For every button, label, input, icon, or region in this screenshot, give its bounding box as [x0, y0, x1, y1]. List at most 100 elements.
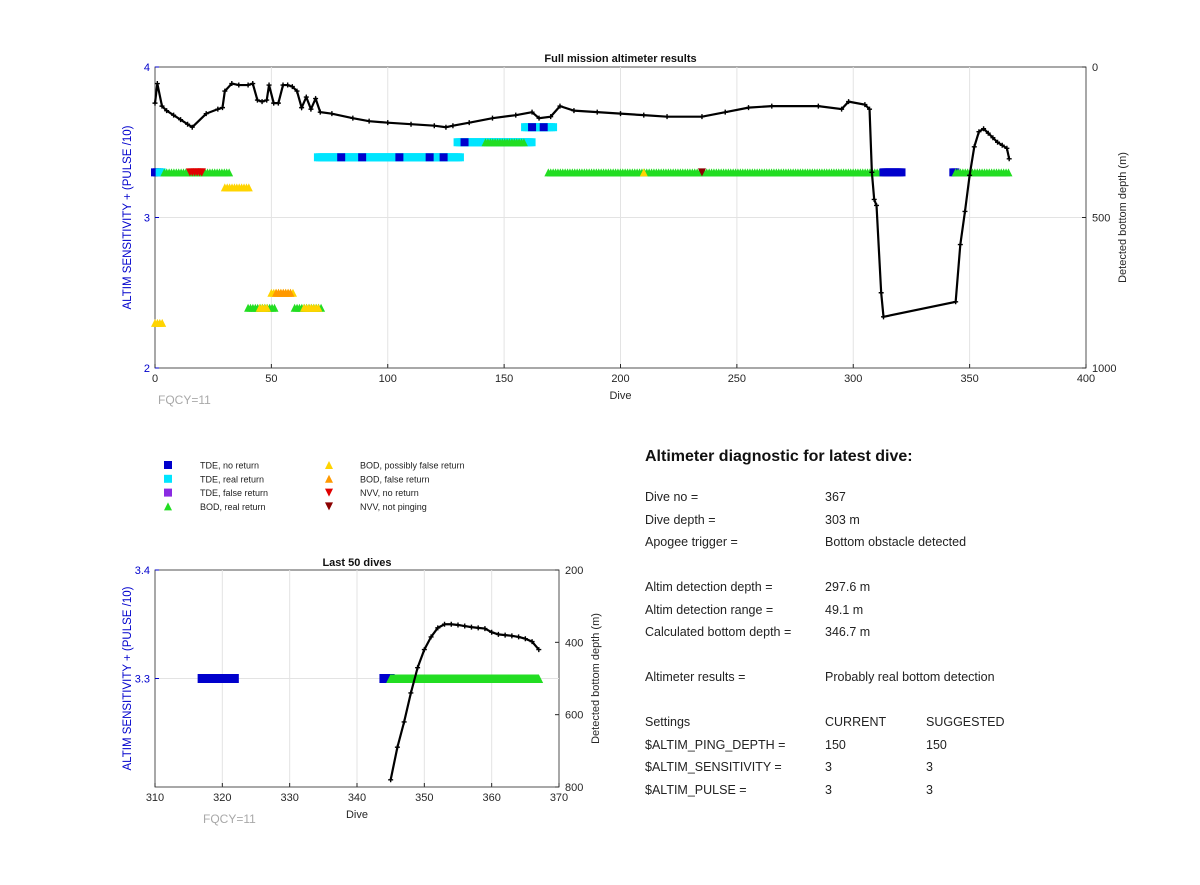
legend-label: BOD, possibly false return [360, 461, 465, 471]
depth-point [1006, 156, 1012, 162]
dive-depth-label: Dive depth = [645, 512, 716, 527]
depth-point [450, 123, 456, 129]
x-tick-label: 350 [415, 792, 433, 804]
marker-bod_possibly_false [158, 318, 167, 327]
legend: TDE, no return TDE, real return TDE, false… [164, 461, 465, 512]
depth-point [219, 105, 225, 111]
marker-tde_no_return [229, 674, 239, 683]
marker-tde_real_return [527, 138, 536, 147]
depth-point [443, 124, 449, 130]
depth-point [236, 82, 242, 88]
depth-point [869, 169, 875, 175]
depth-point [466, 120, 472, 126]
marker-nvv_no_return [197, 168, 206, 177]
depth-point [448, 621, 454, 627]
depth-point [513, 112, 519, 118]
depth-point [442, 621, 448, 627]
legend-marker [164, 488, 172, 497]
y2-tick-label: 600 [565, 710, 583, 722]
chart-full-mission: 0 50 100 150 200 250 300 350 400 2 3 4 0 500 1000 Full … [122, 53, 1129, 407]
x-tick-label: 150 [495, 373, 513, 385]
sensitivity-label: $ALTIM_SENSITIVITY = [645, 760, 782, 774]
legend-marker [325, 461, 333, 469]
y-tick-label: 4 [144, 62, 150, 74]
y-tick-label: 2 [144, 363, 150, 375]
depth-point [957, 242, 963, 248]
chart-title: Last 50 dives [322, 557, 391, 569]
detect-depth-value: 297.6 m [825, 580, 871, 594]
marker-tde_no_return [358, 153, 367, 162]
depth-point [428, 634, 434, 640]
marker-tde_real_return [549, 123, 558, 132]
depth-point [394, 744, 400, 750]
depth-point [867, 106, 873, 112]
x-tick-label: 100 [379, 373, 397, 385]
marker-bod_real_return [534, 674, 544, 683]
marker-tde_real_return [157, 168, 166, 177]
depth-point [536, 115, 542, 121]
apogee-row: Apogee trigger = Bottom obstacle detecte… [645, 535, 1185, 558]
sensitivity-row: $ALTIM_SENSITIVITY = 3 3 [645, 760, 1185, 783]
marker-bod_real_return [519, 138, 528, 147]
legend-marker [164, 502, 172, 511]
legend-marker [325, 502, 333, 511]
ping-depth-suggested: 150 [926, 737, 947, 752]
y2-tick-label: 1000 [1092, 363, 1116, 375]
depth-point [999, 142, 1005, 148]
marker-tde_no_return [337, 153, 346, 162]
depth-point [152, 100, 158, 106]
y2-axis-label: Detected bottom depth (m) [590, 613, 602, 744]
depth-point [482, 626, 488, 632]
depth-point [401, 719, 407, 725]
legend-label: TDE, no return [200, 461, 259, 471]
depth-point [275, 100, 281, 106]
diagnostic-panel: Altimeter diagnostic for latest dive: Di… [645, 448, 1185, 805]
depth-point [313, 96, 319, 102]
detect-range-label: Altim detection range = [645, 602, 774, 617]
depth-point [874, 202, 880, 208]
depth-point [229, 81, 235, 87]
y-tick-label: 3.4 [135, 565, 150, 577]
depth-point [962, 208, 968, 214]
dive-no-row: Dive no = 367 [645, 490, 1185, 513]
depth-point [529, 639, 535, 645]
depth-point [509, 633, 515, 639]
results-value: Probably real bottom detection [825, 670, 995, 684]
settings-header-row: Settings CURRENT SUGGESTED [645, 715, 1185, 738]
depth-point [976, 129, 982, 135]
y2-tick-label: 200 [565, 565, 583, 577]
chart-title: Full mission altimeter results [544, 53, 696, 65]
marker-bod_false_return [286, 288, 295, 297]
depth-point [329, 111, 335, 117]
dive-depth-row: Dive depth = 303 m [645, 513, 1185, 536]
detect-range-row: Altim detection range = 49.1 m [645, 603, 1185, 626]
depth-point [350, 115, 356, 121]
marker-tde_no_return [395, 153, 404, 162]
depth-point [722, 109, 728, 115]
depth-point [995, 139, 1001, 145]
depth-point [303, 94, 309, 100]
x-tick-label: 350 [960, 373, 978, 385]
depth-point [746, 105, 752, 111]
legend-marker [325, 488, 333, 497]
x-tick-label: 250 [728, 373, 746, 385]
legend-label: TDE, false return [200, 488, 268, 498]
depth-point [171, 112, 177, 118]
depth-point [271, 100, 277, 106]
depth-point [953, 299, 959, 305]
depth-point [967, 172, 973, 178]
depth-point [846, 99, 852, 105]
results-row: Altimeter results = Probably real bottom… [645, 670, 1185, 693]
depth-point [259, 99, 265, 105]
legend-label: NVV, not pinging [360, 502, 427, 512]
detect-range-value: 49.1 m [825, 602, 864, 617]
ping-depth-row: $ALTIM_PING_DEPTH = 150 150 [645, 738, 1185, 761]
marker-tde_no_return [897, 168, 906, 177]
calc-bottom-value: 346.7 m [825, 625, 871, 639]
depth-point [529, 109, 535, 115]
depth-point [215, 106, 221, 112]
legend-label: BOD, false return [360, 474, 430, 484]
depth-point [548, 114, 554, 120]
legend-label: TDE, real return [200, 474, 264, 484]
depth-point [1004, 145, 1010, 151]
